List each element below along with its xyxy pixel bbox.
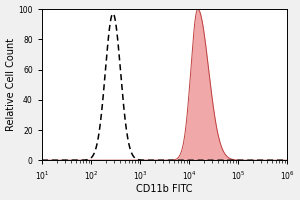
X-axis label: CD11b FITC: CD11b FITC <box>136 184 193 194</box>
Y-axis label: Relative Cell Count: Relative Cell Count <box>6 38 16 131</box>
